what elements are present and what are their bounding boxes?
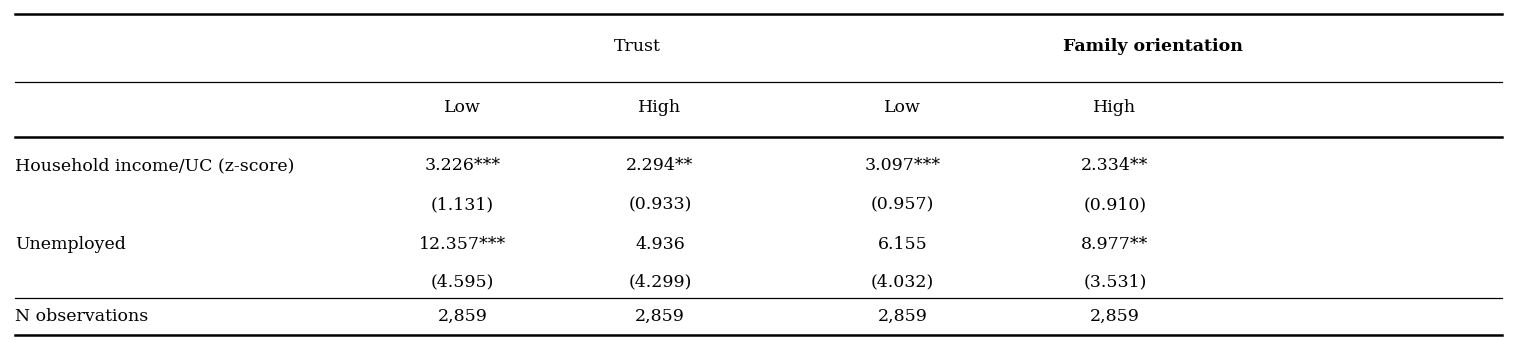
Text: 12.357***: 12.357*** xyxy=(419,236,507,253)
Text: 2,859: 2,859 xyxy=(1091,308,1139,325)
Text: Unemployed: Unemployed xyxy=(15,236,126,253)
Text: (4.032): (4.032) xyxy=(871,274,934,291)
Text: 2,859: 2,859 xyxy=(878,308,927,325)
Text: Household income/UC (z-score): Household income/UC (z-score) xyxy=(15,157,294,174)
Text: (0.910): (0.910) xyxy=(1083,197,1147,214)
Text: Family orientation: Family orientation xyxy=(1063,38,1242,55)
Text: (4.299): (4.299) xyxy=(628,274,692,291)
Text: 6.155: 6.155 xyxy=(878,236,927,253)
Text: Low: Low xyxy=(884,99,921,116)
Text: High: High xyxy=(1094,99,1136,116)
Text: (4.595): (4.595) xyxy=(431,274,495,291)
Text: 4.936: 4.936 xyxy=(636,236,684,253)
Text: 8.977**: 8.977** xyxy=(1082,236,1148,253)
Text: Trust: Trust xyxy=(614,38,660,55)
Text: N observations: N observations xyxy=(15,308,149,325)
Text: 2.294**: 2.294** xyxy=(627,157,693,174)
Text: (0.933): (0.933) xyxy=(628,197,692,214)
Text: 3.226***: 3.226*** xyxy=(425,157,501,174)
Text: 3.097***: 3.097*** xyxy=(865,157,941,174)
Text: (0.957): (0.957) xyxy=(871,197,934,214)
Text: 2,859: 2,859 xyxy=(438,308,487,325)
Text: (3.531): (3.531) xyxy=(1083,274,1147,291)
Text: 2,859: 2,859 xyxy=(636,308,684,325)
Text: Low: Low xyxy=(444,99,481,116)
Text: 2.334**: 2.334** xyxy=(1082,157,1148,174)
Text: High: High xyxy=(639,99,681,116)
Text: (1.131): (1.131) xyxy=(431,197,495,214)
